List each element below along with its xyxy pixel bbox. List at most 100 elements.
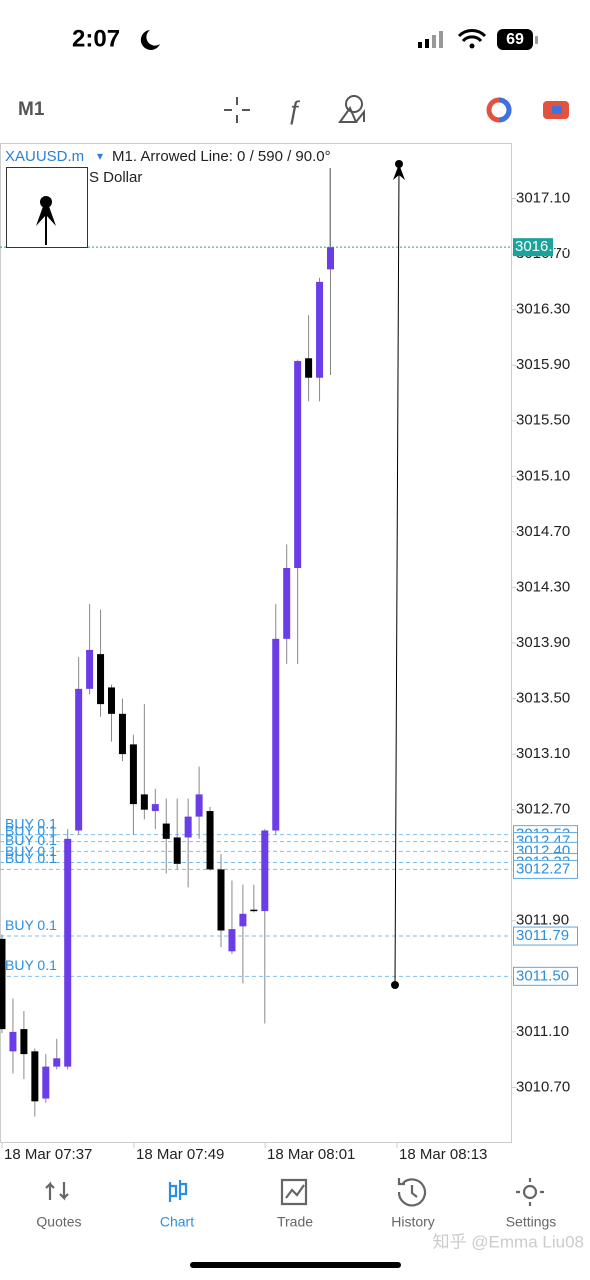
- order-tag: BUY 0.1: [5, 917, 57, 933]
- order-tag: BUY 0.1: [5, 822, 57, 838]
- tab-label[interactable]: Trade: [277, 1214, 313, 1230]
- candle-body: [272, 638, 280, 831]
- y-tick-label: 3015.90: [516, 356, 570, 373]
- tab-icon[interactable]: [45, 1181, 69, 1201]
- candle-body: [64, 838, 72, 1067]
- candle-body: [118, 713, 126, 755]
- candle-body: [140, 794, 148, 810]
- candle-body: [0, 938, 6, 1030]
- candle-body: [261, 830, 269, 912]
- candle-body: [228, 929, 236, 952]
- battery-level: 69: [506, 31, 524, 48]
- x-tick-label: 18 Mar 07:49: [136, 1146, 224, 1163]
- candle-body: [184, 816, 192, 838]
- symbol[interactable]: XAUUSD.m: [5, 148, 84, 165]
- order-tag: BUY 0.1: [5, 843, 57, 859]
- object-info: M1. Arrowed Line: 0 / 590 / 90.0°: [112, 148, 331, 165]
- candle-body: [283, 568, 291, 639]
- objects-button[interactable]: [338, 95, 365, 123]
- candle-body: [217, 869, 225, 931]
- candle-body: [151, 804, 159, 812]
- candle-body: [294, 361, 302, 568]
- y-tick-label: 3011.10: [516, 1023, 569, 1040]
- candle-body: [195, 794, 203, 817]
- tab-label[interactable]: Chart: [160, 1214, 194, 1230]
- x-tick-label: 18 Mar 08:13: [399, 1146, 487, 1163]
- candle-body: [173, 837, 181, 864]
- timeframe-button[interactable]: M1: [18, 99, 45, 120]
- y-tick-label: 3013.90: [516, 634, 570, 651]
- wifi-dot: [469, 43, 475, 49]
- y-tick-label: 3013.50: [516, 690, 570, 707]
- y-tick-label: 3015.50: [516, 412, 570, 429]
- trade-button-half: [498, 97, 512, 123]
- tab-icon[interactable]: [168, 1180, 188, 1202]
- preview-handle: [40, 196, 52, 208]
- order-tag: BUY 0.1: [5, 815, 57, 831]
- price-label: 3016.75: [515, 238, 569, 255]
- watermark: 知乎 @Emma Liu08: [433, 1232, 584, 1251]
- order-price-box: [513, 859, 578, 879]
- candle-body: [108, 687, 115, 714]
- tab-label[interactable]: Settings: [506, 1214, 557, 1230]
- y-tick-label: 3012.70: [516, 801, 570, 818]
- crosshair-button[interactable]: [224, 97, 250, 123]
- symbol-caret[interactable]: ▾: [97, 149, 103, 163]
- moon-icon: [140, 30, 160, 50]
- tab-label[interactable]: History: [391, 1214, 435, 1230]
- tab-icon[interactable]: [280, 1178, 308, 1206]
- candle-body: [53, 1058, 61, 1067]
- signal-icon: [418, 31, 443, 48]
- arrowed-line[interactable]: [394, 167, 400, 986]
- order-tag: BUY 0.1: [5, 832, 57, 848]
- home-indicator: [190, 1262, 401, 1268]
- candle-body: [86, 649, 94, 689]
- candle-body: [31, 1051, 39, 1102]
- price-box: [513, 238, 553, 257]
- indicators-button[interactable]: ƒ: [287, 95, 301, 125]
- candle-body: [42, 1066, 50, 1099]
- arrow-head: [393, 164, 405, 180]
- symbol-description: S Dollar: [89, 169, 142, 186]
- order-tag: BUY 0.1: [5, 957, 57, 973]
- clock: 2:07: [72, 25, 120, 52]
- order-price-box: [513, 966, 578, 986]
- order-price-label: 3011.79: [516, 927, 569, 944]
- candle-body: [250, 909, 258, 912]
- y-tick-label: 3013.10: [516, 745, 570, 762]
- axis-layer: 3017.103016.703016.303015.903015.503015.…: [1, 190, 578, 1163]
- x-tick-label: 18 Mar 07:37: [4, 1146, 92, 1163]
- one-click-inner: [552, 106, 562, 114]
- tab-label[interactable]: Quotes: [36, 1214, 81, 1230]
- candle-body: [97, 654, 105, 705]
- candle-body: [162, 823, 170, 839]
- candle-body: [20, 1029, 28, 1055]
- candle-body: [327, 247, 334, 270]
- wifi-icon: [457, 29, 487, 43]
- order-tag: BUY 0.1: [5, 850, 57, 866]
- tab-icon[interactable]: [516, 1178, 544, 1206]
- battery-cap: [535, 36, 538, 44]
- arrow-handle[interactable]: [395, 160, 403, 168]
- candle-body: [9, 1031, 17, 1052]
- order-price-label: 3011.50: [516, 967, 569, 984]
- chart-frame: [0, 143, 512, 1143]
- tab-bar: Quotes Chart Trade History Settings: [36, 1178, 556, 1230]
- y-tick-label: 3015.10: [516, 467, 570, 484]
- y-tick-label: 3011.90: [516, 912, 569, 929]
- candle-body: [239, 913, 247, 927]
- y-tick-label: 3014.70: [516, 523, 570, 540]
- order-price-label: 3012.27: [516, 860, 570, 877]
- x-tick-label: 18 Mar 08:01: [267, 1146, 355, 1163]
- tab-icon[interactable]: [397, 1178, 427, 1207]
- candle-body: [316, 281, 324, 378]
- y-tick-label: 3014.30: [516, 578, 570, 595]
- battery: [497, 29, 533, 50]
- arrow-handle[interactable]: [391, 981, 399, 989]
- candle-body: [206, 811, 214, 870]
- y-tick-label: 3016.30: [516, 301, 570, 318]
- preview-arrow: [36, 198, 56, 226]
